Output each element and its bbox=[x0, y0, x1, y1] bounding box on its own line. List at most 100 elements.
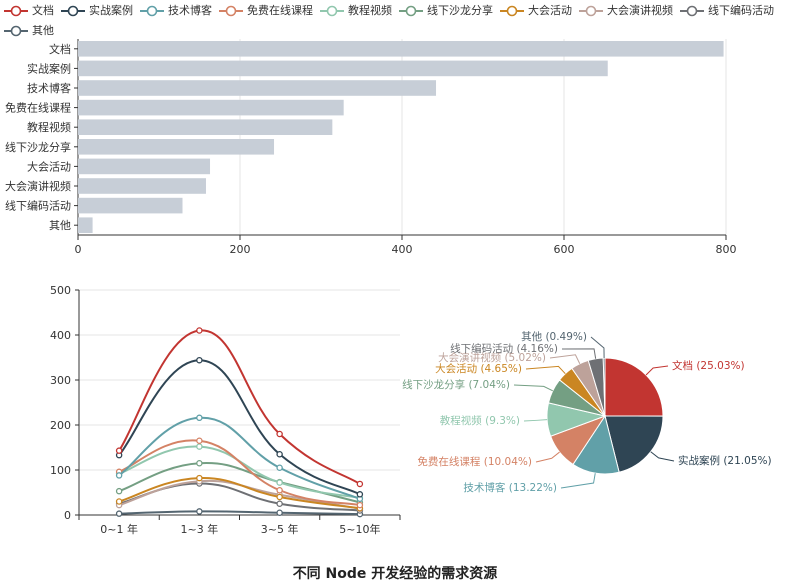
series-line bbox=[118, 359, 361, 496]
bar-x-tick-label: 0 bbox=[75, 243, 82, 256]
line-x-tick-label: 5~10年 bbox=[339, 522, 380, 536]
series-point bbox=[196, 356, 203, 364]
line-y-tick-label: 200 bbox=[50, 419, 71, 432]
pie-label-line bbox=[560, 473, 596, 489]
legend-label: 实战案例 bbox=[89, 4, 133, 17]
series-point bbox=[276, 493, 283, 501]
bar bbox=[78, 217, 93, 233]
legend-item[interactable]: 文档 bbox=[4, 4, 54, 18]
legend: 文档 实战案例 技术博客 免费在线课程 教程视频 线下沙龙分享 大会活动 大会演… bbox=[4, 4, 790, 44]
bar-x-tick-label: 200 bbox=[230, 243, 251, 256]
series-point bbox=[196, 459, 203, 467]
series-point bbox=[276, 486, 283, 494]
legend-line-circle-icon bbox=[320, 5, 344, 17]
legend-item[interactable]: 大会演讲视频 bbox=[579, 4, 673, 18]
legend-line-circle-icon bbox=[579, 5, 603, 17]
bar-category-label: 其他 bbox=[49, 219, 71, 232]
pie-slice-label: 教程视频 (9.3%) bbox=[440, 414, 520, 427]
legend-item[interactable]: 线下编码活动 bbox=[680, 4, 774, 18]
series-point bbox=[196, 508, 203, 515]
legend-label: 大会演讲视频 bbox=[607, 4, 673, 17]
legend-item[interactable]: 免费在线课程 bbox=[219, 4, 313, 18]
series-point bbox=[356, 491, 364, 498]
series-line bbox=[118, 439, 361, 507]
legend-label: 免费在线课程 bbox=[247, 4, 313, 17]
bar-x-tick-label: 800 bbox=[716, 243, 737, 256]
series-line bbox=[118, 477, 361, 510]
series-point bbox=[276, 464, 283, 471]
series-point bbox=[276, 479, 283, 486]
bar bbox=[78, 80, 437, 96]
bar bbox=[78, 60, 608, 77]
bar-x-tick-label: 400 bbox=[392, 243, 413, 256]
pie-slice-label: 大会演讲视频 (5.02%) bbox=[438, 351, 546, 364]
pie-slice-label: 技术博客 (13.22%) bbox=[463, 481, 557, 494]
legend-line-circle-icon bbox=[219, 5, 243, 17]
pie-slice-label: 其他 (0.49%) bbox=[521, 330, 587, 343]
series-point bbox=[115, 510, 123, 517]
bar bbox=[78, 99, 344, 116]
series-point bbox=[276, 430, 283, 438]
figure-caption: 不同 Node 开发经验的需求资源 bbox=[292, 566, 498, 582]
series-point bbox=[356, 501, 364, 509]
bar bbox=[78, 119, 333, 135]
series-line bbox=[118, 416, 361, 500]
series-line bbox=[119, 510, 360, 516]
pie-slice bbox=[604, 357, 664, 417]
line-x-tick-label: 1~3 年 bbox=[181, 522, 219, 536]
pie-label-line bbox=[513, 384, 553, 392]
bar bbox=[78, 158, 211, 175]
bar-x-tick-label: 600 bbox=[554, 243, 575, 256]
series-point bbox=[115, 498, 123, 505]
series-point bbox=[196, 327, 203, 334]
legend-item[interactable]: 其他 bbox=[4, 24, 54, 38]
legend-line-circle-icon bbox=[399, 5, 423, 17]
legend-item[interactable]: 技术博客 bbox=[140, 4, 212, 18]
line-y-tick-label: 100 bbox=[50, 464, 71, 477]
bar bbox=[78, 41, 724, 57]
bar bbox=[78, 139, 275, 155]
series-point bbox=[196, 443, 203, 450]
pie-label-line bbox=[523, 419, 548, 422]
pie-label-line bbox=[525, 365, 566, 375]
series-point bbox=[356, 480, 364, 488]
legend-label: 大会活动 bbox=[528, 4, 572, 17]
legend-line-circle-icon bbox=[140, 5, 164, 17]
legend-item[interactable]: 大会活动 bbox=[500, 4, 572, 18]
legend-item[interactable]: 教程视频 bbox=[320, 4, 392, 18]
line-x-tick-label: 0~1 年 bbox=[100, 522, 138, 536]
legend-item[interactable]: 线下沙龙分享 bbox=[399, 4, 493, 18]
legend-line-circle-icon bbox=[500, 5, 524, 17]
bar bbox=[78, 197, 183, 214]
legend-item[interactable]: 实战案例 bbox=[61, 4, 133, 18]
legend-label: 技术博客 bbox=[168, 4, 212, 17]
pie-label-line bbox=[650, 451, 675, 462]
pie-label-line bbox=[549, 354, 581, 364]
pie-slice-label: 实战案例 (21.05%) bbox=[678, 454, 772, 467]
legend-label: 线下编码活动 bbox=[708, 4, 774, 17]
bar-category-label: 技术博客 bbox=[27, 81, 71, 95]
pie-slice-label: 线下编码活动 (4.16%) bbox=[450, 342, 558, 355]
bar-category-label: 文档 bbox=[49, 42, 71, 56]
legend-label: 教程视频 bbox=[348, 4, 392, 17]
legend-line-circle-icon bbox=[4, 5, 28, 17]
series-point bbox=[196, 474, 203, 482]
series-point bbox=[115, 487, 123, 495]
legend-line-circle-icon bbox=[4, 25, 28, 37]
pie-slice-label: 线下沙龙分享 (7.04%) bbox=[402, 378, 510, 391]
bar-category-label: 教程视频 bbox=[27, 120, 71, 134]
pie-slice-label: 文档 (25.03%) bbox=[672, 359, 745, 372]
line-y-tick-label: 500 bbox=[50, 284, 71, 297]
bar-category-label: 大会演讲视频 bbox=[5, 179, 71, 193]
series-line bbox=[118, 329, 361, 485]
line-y-tick-label: 400 bbox=[50, 329, 71, 342]
legend-line-circle-icon bbox=[680, 5, 704, 17]
series-point bbox=[276, 509, 283, 516]
bar-category-label: 免费在线课程 bbox=[5, 101, 71, 115]
pie-label-line bbox=[590, 336, 605, 359]
bar-category-label: 实战案例 bbox=[27, 61, 71, 75]
series-line bbox=[118, 462, 361, 504]
pie-label-line bbox=[561, 348, 597, 359]
series-point bbox=[196, 414, 203, 422]
